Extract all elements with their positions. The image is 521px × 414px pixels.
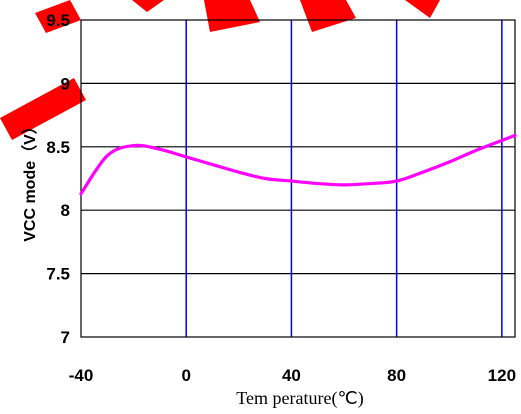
y-tick-label: 7.5 <box>46 265 70 284</box>
x-tick-label: 40 <box>282 366 301 385</box>
x-tick-label: 0 <box>181 366 190 385</box>
y-tick-labels: 7 7.5 8 8.5 9 9.5 <box>46 11 70 347</box>
y-axis-title: VCC mode（V） <box>21 118 39 242</box>
y-tick-label: 8.5 <box>46 138 70 157</box>
x-tick-labels: -40 0 40 80 120 <box>69 366 516 385</box>
y-tick-label: 9 <box>61 74 70 93</box>
grid <box>81 20 515 337</box>
watermark <box>0 0 440 140</box>
x-tick-label: -40 <box>69 366 94 385</box>
series-line <box>79 133 517 196</box>
y-tick-label: 7 <box>61 328 70 347</box>
x-tick-label: 80 <box>387 366 406 385</box>
x-tick-label: 120 <box>488 366 516 385</box>
x-axis-title: Tem perature(℃) <box>236 388 363 409</box>
y-tick-label: 8 <box>61 201 70 220</box>
plot-frame <box>80 19 516 338</box>
series-layer <box>79 133 517 196</box>
y-tick-label: 9.5 <box>46 11 70 30</box>
